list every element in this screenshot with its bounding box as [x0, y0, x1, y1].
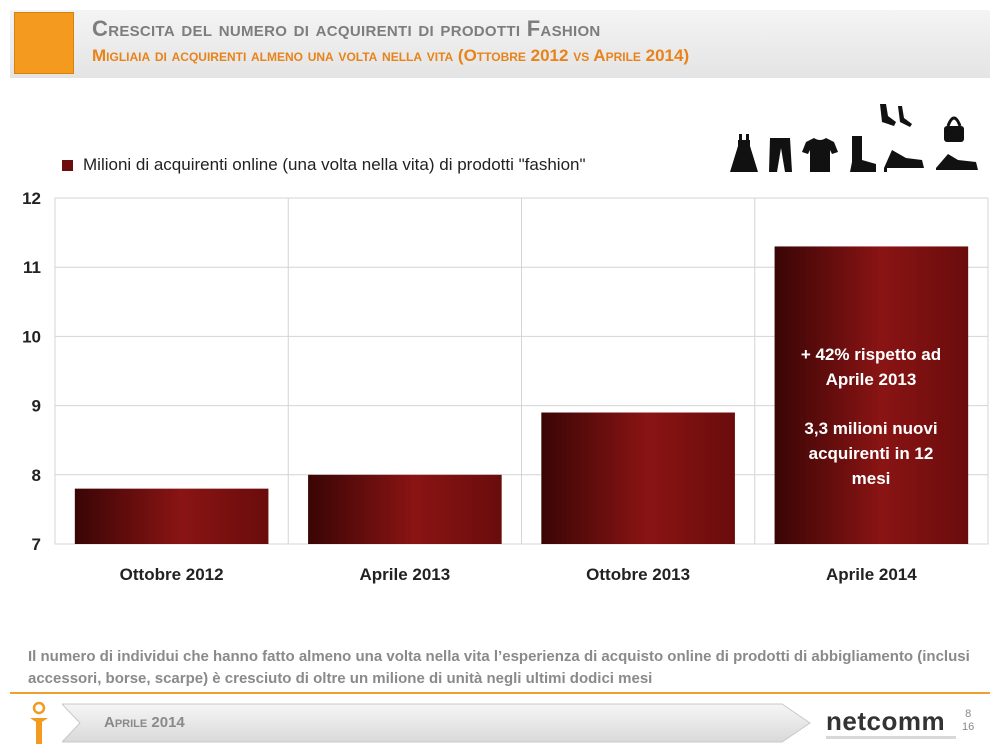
y-tick-label: 7 — [32, 535, 41, 554]
chart-legend: Milioni di acquirenti online (una volta … — [62, 155, 586, 175]
page-title: Crescita del numero di acquirenti di pro… — [92, 16, 601, 41]
bar-1 — [74, 488, 269, 544]
annotation-line-4: acquirenti in 12 — [808, 444, 934, 463]
page-number: 8 16 — [962, 708, 974, 734]
legend-label: Milioni di acquirenti online (una volta … — [83, 155, 586, 174]
x-category-label: Aprile 2014 — [826, 565, 917, 584]
annotation-line-2: Aprile 2013 — [825, 370, 917, 389]
dress-icon — [730, 134, 758, 172]
netcomm-logo: netcomm — [826, 706, 946, 736]
high-heel-shoes-icon — [880, 104, 924, 172]
y-tick-label: 8 — [32, 466, 41, 485]
trousers-icon — [769, 138, 792, 172]
y-tick-label: 9 — [32, 397, 41, 416]
tshirt-icon — [802, 138, 838, 172]
chart-bars — [74, 246, 969, 544]
annotation-line-1: + 42% rispetto ad — [800, 345, 942, 364]
page-total: 16 — [962, 721, 975, 733]
footer-note: Il numero di individui che hanno fatto a… — [28, 648, 970, 687]
y-tick-label: 12 — [22, 189, 41, 208]
boot-icon — [850, 136, 876, 172]
page-current: 8 — [965, 708, 972, 720]
footer-date: Aprile 2014 — [104, 714, 185, 731]
footer-arrow-band — [62, 703, 811, 743]
chart-labels: 7 8 9 10 11 12 Ottobre 2012 Aprile 2013 Ottobre … — [22, 189, 917, 584]
bar-2 — [308, 474, 502, 544]
header-band — [10, 10, 990, 78]
bar-3 — [541, 412, 735, 544]
handbag-icon — [936, 116, 978, 170]
x-category-label: Ottobre 2012 — [120, 565, 224, 584]
netcomm-tagline-bar — [826, 736, 956, 739]
clothing-icons — [730, 104, 978, 172]
footer-divider — [10, 692, 990, 694]
annotation-line-3: 3,3 milioni nuovi — [804, 419, 938, 438]
page-subtitle: Migliaia di acquirenti almeno una volta … — [92, 46, 690, 65]
person-logo-icon — [30, 701, 48, 744]
y-tick-label: 10 — [22, 327, 41, 346]
annotation-line-5: mesi — [851, 469, 891, 488]
y-tick-label: 11 — [23, 258, 41, 277]
bar-4 — [774, 246, 969, 544]
bar-annotation: + 42% rispetto ad Aprile 2013 3,3 milion… — [776, 342, 966, 491]
bar-chart: 7 8 9 10 11 12 Ottobre 2012 Aprile 2013 Ottobre … — [22, 189, 989, 584]
legend-swatch — [62, 159, 73, 171]
x-category-label: Ottobre 2013 — [586, 565, 690, 584]
header-accent-square — [14, 12, 74, 74]
x-category-label: Aprile 2013 — [360, 565, 451, 584]
